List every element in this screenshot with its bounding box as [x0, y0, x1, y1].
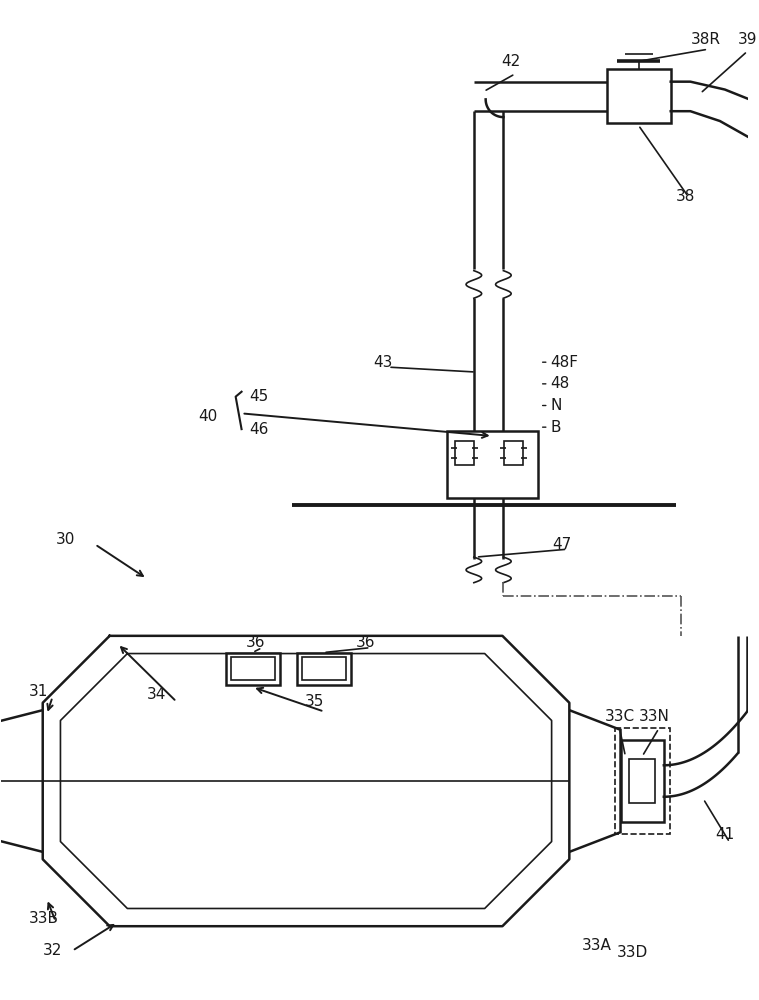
Text: 33N: 33N	[639, 709, 670, 724]
Bar	[226, 653, 280, 685]
Bar	[447, 431, 538, 498]
Bar	[621, 740, 664, 822]
Bar	[606, 69, 671, 123]
Text: N: N	[550, 398, 562, 413]
Text: 48: 48	[550, 376, 570, 391]
Text: 42: 42	[502, 54, 521, 69]
Text: 33B: 33B	[29, 911, 59, 926]
Text: 39: 39	[738, 32, 757, 47]
Text: 33A: 33A	[582, 938, 612, 953]
Text: 31: 31	[29, 684, 49, 699]
Bar	[231, 657, 275, 680]
Bar	[301, 657, 346, 680]
Bar	[629, 759, 655, 803]
Text: 30: 30	[55, 532, 75, 547]
Text: 38R: 38R	[691, 32, 720, 47]
Bar	[615, 728, 669, 834]
Text: 40: 40	[198, 409, 218, 424]
Text: 34: 34	[147, 687, 166, 702]
Text: 46: 46	[250, 422, 269, 437]
Text: 33C: 33C	[605, 709, 635, 724]
Text: 33D: 33D	[616, 945, 648, 960]
Text: 45: 45	[250, 389, 269, 404]
Text: 36: 36	[245, 635, 265, 650]
Text: 43: 43	[373, 355, 393, 370]
Text: 48F: 48F	[550, 355, 578, 370]
Bar	[505, 441, 523, 465]
Bar	[455, 441, 474, 465]
Text: 38: 38	[676, 189, 695, 204]
Text: 35: 35	[304, 694, 324, 709]
Bar	[297, 653, 351, 685]
Text: 41: 41	[715, 827, 734, 842]
Text: 32: 32	[43, 943, 62, 958]
Text: B: B	[550, 420, 561, 435]
Text: 47: 47	[553, 537, 572, 552]
Text: 36: 36	[356, 635, 375, 650]
